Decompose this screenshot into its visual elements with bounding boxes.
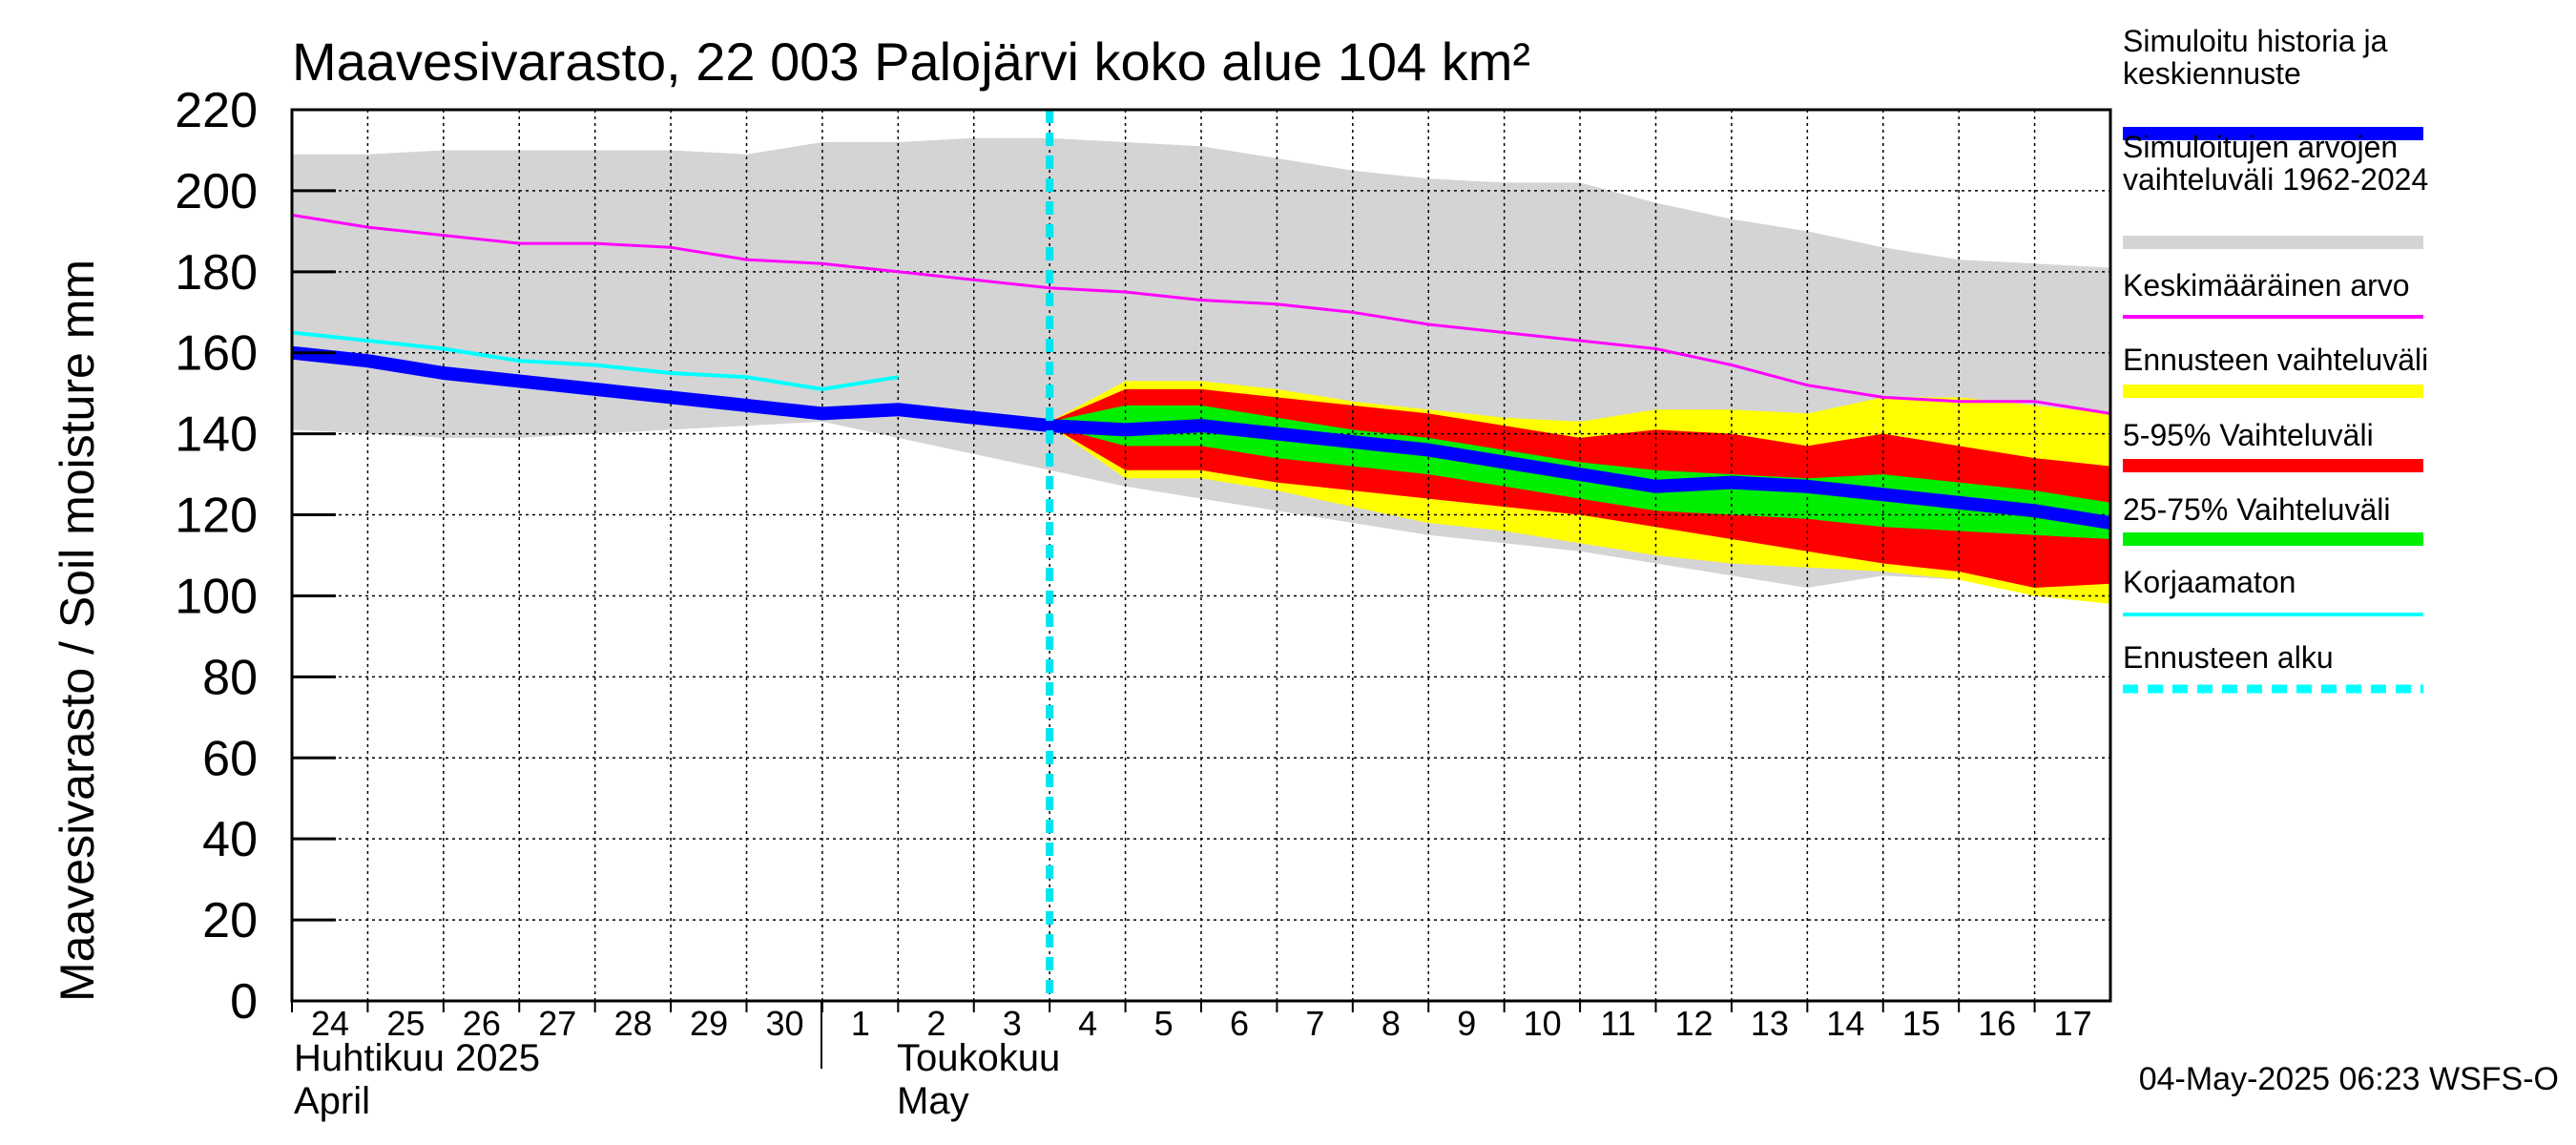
y-axis-label: Maavesivarasto / Soil moisture mm [51, 260, 104, 1002]
month-label-may-en: May [897, 1080, 969, 1122]
y-axis: 0 20 40 60 80 100 120 140 160 180 200 220 [175, 83, 336, 1030]
x-tick-label: 27 [538, 1004, 576, 1043]
x-tick-label: 1 [851, 1004, 870, 1043]
month-label-april-fi: Huhtikuu 2025 [294, 1037, 540, 1079]
legend-label-0: Simuloitu historia ja keskiennuste [2123, 24, 2388, 91]
x-tick-label: 9 [1457, 1004, 1476, 1043]
series-line-5 [291, 330, 899, 391]
legend: Simuloitu historia ja keskiennuste Simuloi… [2123, 24, 2428, 694]
legend-label-7: Ennusteen alku [2123, 640, 2334, 675]
x-tick-label: 12 [1674, 1004, 1713, 1043]
legend-label-2: Keskimääräinen arvo [2123, 268, 2410, 302]
legend-label-6: Korjaamaton [2123, 565, 2296, 599]
x-tick-label: 11 [1600, 1004, 1635, 1043]
chart-title: Maavesivarasto, 22 003 Palojärvi koko al… [292, 31, 1530, 92]
legend-label-5: 25-75% Vaihteluväli [2123, 492, 2390, 527]
month-label-may-fi: Toukokuu [897, 1037, 1060, 1079]
x-tick-label: 10 [1524, 1004, 1562, 1043]
x-tick-label: 28 [614, 1004, 653, 1043]
x-tick-label: 2 [926, 1004, 945, 1043]
series-line-6 [291, 345, 2112, 530]
y-tick-label: 160 [175, 326, 258, 382]
y-tick-label: 20 [202, 893, 258, 948]
y-tick-label: 140 [175, 407, 258, 463]
legend-label-4: 5-95% Vaihteluväli [2123, 418, 2374, 452]
y-tick-label: 60 [202, 731, 258, 786]
x-tick-label: 15 [1902, 1004, 1941, 1043]
x-tick-label: 16 [1978, 1004, 2016, 1043]
x-tick-label: 17 [2054, 1004, 2092, 1043]
y-tick-label: 200 [175, 164, 258, 219]
y-tick-label: 120 [175, 489, 258, 544]
x-tick-label: 3 [1003, 1004, 1022, 1043]
y-tick-label: 100 [175, 569, 258, 624]
month-label-april-en: April [294, 1080, 370, 1122]
y-tick-label: 180 [175, 245, 258, 301]
y-tick-label: 40 [202, 812, 258, 867]
x-tick-label: 29 [690, 1004, 728, 1043]
x-tick-label: 4 [1078, 1004, 1097, 1043]
series-line-4 [291, 213, 2111, 415]
x-tick-label: 24 [311, 1004, 349, 1043]
x-tick-label: 8 [1381, 1004, 1401, 1043]
y-tick-label: 80 [202, 650, 258, 705]
y-tick-label: 0 [230, 974, 258, 1030]
timestamp-footer: 04-May-2025 06:23 WSFS-O [2139, 1061, 2559, 1097]
y-tick-label: 220 [175, 83, 258, 138]
x-tick-label: 14 [1826, 1004, 1864, 1043]
x-tick-label: 30 [765, 1004, 803, 1043]
line-layer [291, 213, 2112, 530]
legend-label-1: Simuloitujen arvojen vaihteluväli 1962-20… [2123, 130, 2428, 197]
x-axis: 24 25 26 27 28 29 30 1 2 3 4 5 6 7 8 9 10 11 12 13 14 15 16 17 [291, 1001, 2092, 1043]
x-tick-label: 6 [1230, 1004, 1249, 1043]
x-tick-label: 5 [1154, 1004, 1174, 1043]
x-tick-label: 25 [386, 1004, 425, 1043]
x-tick-label: 13 [1751, 1004, 1789, 1043]
x-tick-label: 26 [463, 1004, 501, 1043]
x-tick-label: 7 [1305, 1004, 1324, 1043]
legend-label-3: Ennusteen vaihteluväli [2123, 343, 2428, 377]
